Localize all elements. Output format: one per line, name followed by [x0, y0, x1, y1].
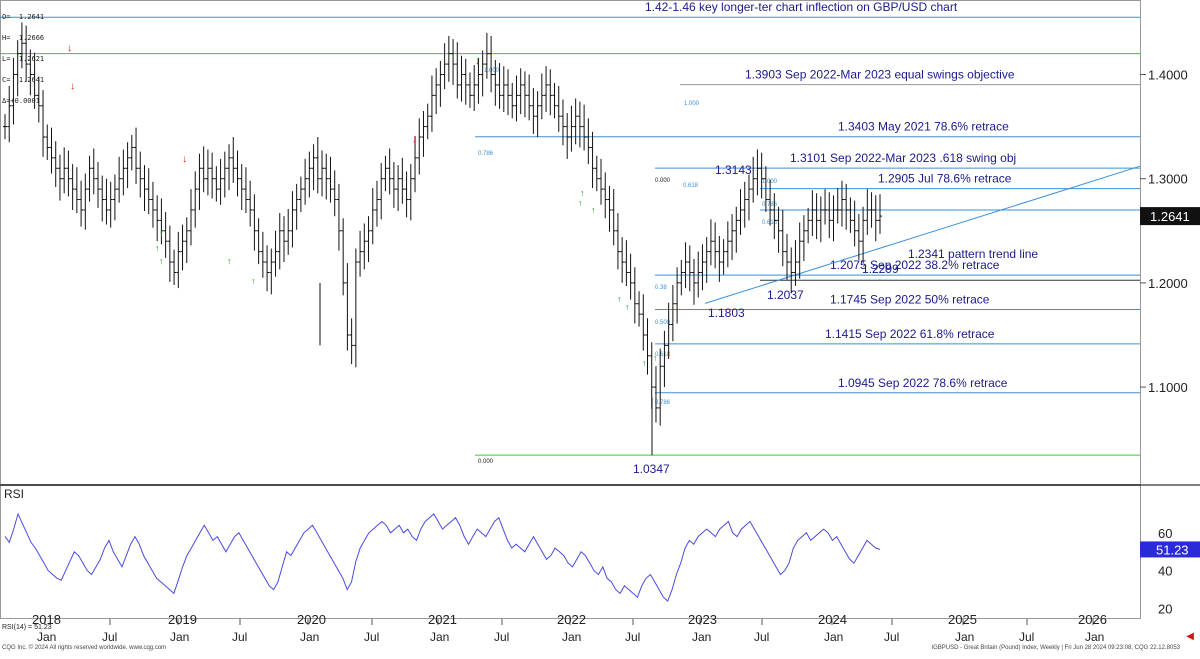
x-tick-label: Jan	[562, 630, 581, 644]
red-down-arrow-icon: ↓	[475, 56, 480, 67]
green-up-arrow-icon: ↑	[617, 294, 622, 304]
green-up-arrow-icon: ↑	[653, 353, 658, 363]
x-tick-label: Jul	[625, 630, 640, 644]
green-up-arrow-icon: ↑	[251, 276, 256, 286]
level-label: 1.3903 Sep 2022-Mar 2023 equal swings ob…	[745, 68, 1015, 82]
x-tick-label: Jul	[1019, 630, 1034, 644]
price-annotation: 1.3143	[715, 163, 752, 177]
ohlc-open: O= 1.2641	[2, 13, 45, 21]
x-tick-label: Jan	[300, 630, 319, 644]
x-tick-label: Jul	[494, 630, 509, 644]
x-tick-label: Jul	[364, 630, 379, 644]
price-tick-label: 1.2000	[1148, 276, 1188, 291]
fib-small-label: 0.786	[478, 151, 494, 157]
level-label: 1.1415 Sep 2022 61.8% retrace	[825, 327, 995, 341]
rsi-tick-label: 40	[1158, 564, 1172, 579]
level-label: 1.2075 Sep 2022 38.2% retrace	[830, 258, 1000, 272]
rsi-tick-label: 60	[1158, 526, 1172, 541]
red-right-arrow-icon[interactable]: ◀	[1186, 631, 1194, 642]
footer-copyright: CQG Inc. © 2024 All rights reserved worl…	[2, 645, 167, 651]
fib-small-label: 0.618	[683, 183, 699, 189]
ohlc-close: C= 1.2641	[2, 76, 45, 84]
fib-small-label: 0.000	[655, 178, 671, 184]
level-label: 1.2905 Jul 78.6% retrace	[878, 172, 1012, 186]
x-year-label: 2019	[168, 612, 197, 627]
x-tick-label: Jul	[102, 630, 117, 644]
rsi-footer-label: RSI(14) = 51.23	[2, 624, 52, 631]
price-annotation: 1.1803	[708, 306, 745, 320]
ohlc-change: Δ=+0.0001	[2, 97, 40, 105]
red-down-arrow-icon: ↓	[67, 43, 72, 54]
green-up-arrow-icon: ↑	[580, 188, 585, 198]
green-up-arrow-icon: ↑	[155, 243, 160, 253]
level-label: 1.3403 May 2021 78.6% retrace	[838, 120, 1009, 134]
level-label: 1.42-1.46 key longer-ter chart inflectio…	[645, 0, 958, 14]
fib-small-label: 1.000	[684, 101, 700, 107]
fib-small-label: 0.500	[655, 320, 671, 326]
fib-small-label: 0.38	[655, 285, 667, 291]
green-up-arrow-icon: ↑	[642, 358, 647, 368]
price-tick-label: 1.1000	[1148, 380, 1188, 395]
rsi-value-badge	[1140, 541, 1200, 558]
rsi-line	[4, 512, 881, 602]
level-label: 1.0945 Sep 2022 78.6% retrace	[838, 376, 1008, 390]
footer-instrument: IGBPUSD - Great Britain (Pound) Index, W…	[931, 645, 1180, 651]
x-tick-label: Jan	[430, 630, 449, 644]
x-tick-label: Jan	[37, 630, 56, 644]
rsi-tick-label: 20	[1158, 602, 1172, 617]
red-down-arrow-icon: ↓	[412, 134, 417, 145]
x-tick-label: Jul	[232, 630, 247, 644]
x-year-label: 2020	[297, 612, 326, 627]
green-up-arrow-icon: ↑	[578, 198, 583, 208]
x-year-label: 2018	[32, 612, 61, 627]
x-tick-label: Jan	[955, 630, 974, 644]
green-up-arrow-icon: ↑	[625, 302, 630, 312]
x-tick-label: Jan	[170, 630, 189, 644]
x-year-label: 2026	[1078, 612, 1107, 627]
x-tick-label: Jul	[884, 630, 899, 644]
green-up-arrow-icon: ↑	[591, 205, 596, 215]
price-tick-label: 1.4000	[1148, 68, 1188, 83]
last-price-label: 1.2641	[1150, 209, 1190, 224]
fib-small-label: 0.786	[655, 400, 671, 406]
green-up-arrow-icon: ↑	[227, 256, 232, 266]
price-tick-label: 1.3000	[1148, 172, 1188, 187]
rsi-panel-frame	[0, 485, 1141, 619]
x-year-label: 2021	[428, 612, 457, 627]
level-label: 1.3101 Sep 2022-Mar 2023 .618 swing obj	[790, 151, 1016, 165]
x-year-label: 2022	[557, 612, 586, 627]
x-year-label: 2024	[818, 612, 847, 627]
price-annotation: 1.2037	[767, 288, 804, 302]
ohlc-low: L= 1.2621	[2, 55, 45, 63]
x-tick-label: Jan	[1085, 630, 1104, 644]
green-up-arrow-icon: ↑	[159, 256, 164, 266]
x-tick-label: Jan	[692, 630, 711, 644]
trendline-label: 1.2341 pattern trend line	[908, 247, 1038, 261]
fib-small-label: 0.000	[478, 459, 494, 465]
x-year-label: 2025	[948, 612, 977, 627]
fib-small-label: 1.000	[484, 68, 500, 74]
rsi-title: RSI	[4, 487, 24, 501]
x-tick-label: Jul	[754, 630, 769, 644]
ohlc-readout: O= 1.2641 H= 1.2666 L= 1.2621 C= 1.2641 …	[2, 0, 44, 112]
pattern-trend-line	[704, 165, 1141, 304]
ohlc-high: H= 1.2666	[2, 34, 45, 42]
price-annotation: 1.0347	[633, 462, 670, 476]
red-down-arrow-icon: ↓	[182, 154, 187, 165]
x-tick-label: Jan	[824, 630, 843, 644]
level-label: 1.1745 Sep 2022 50% retrace	[830, 292, 990, 306]
rsi-value-label: 51.23	[1156, 542, 1189, 557]
last-price-badge	[1140, 207, 1200, 226]
green-up-arrow-icon: ↑	[159, 228, 164, 238]
x-year-label: 2023	[688, 612, 717, 627]
fib-small-label: 0.618	[655, 352, 671, 358]
price-annotation: 1.2299	[862, 262, 899, 276]
red-down-arrow-icon: ↓	[70, 81, 75, 92]
